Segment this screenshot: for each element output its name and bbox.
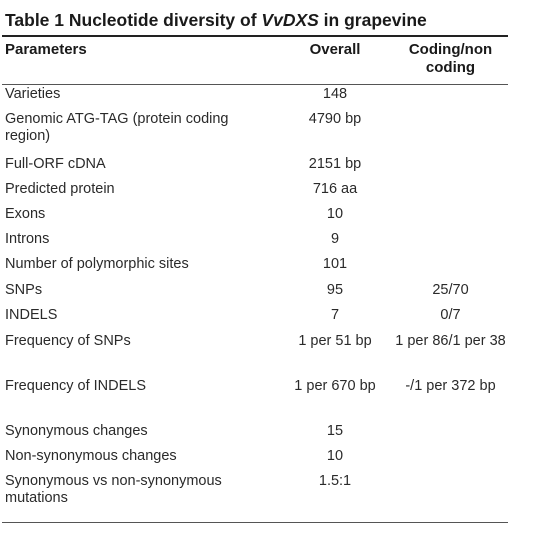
coding-noncoding-cell: 0/7 — [440, 307, 461, 323]
table-row: Frequency of INDELS 1 per 670 bp -/1 per 3… — [5, 378, 508, 423]
coding-noncoding-cell: 25/70 — [432, 282, 469, 298]
table-row: Predicted protein 716 aa — [5, 181, 508, 206]
parameter-cell: Exons — [5, 206, 46, 222]
coding-noncoding-cell — [393, 256, 508, 282]
coding-noncoding-cell: 1 per 86/1 per 38 — [395, 333, 506, 349]
parameter-cell: Number of polymorphic sites — [5, 256, 189, 272]
table-row: Exons 10 — [5, 206, 508, 231]
overall-cell: 15 — [326, 423, 344, 439]
coding-noncoding-cell — [393, 86, 508, 111]
overall-cell: 101 — [322, 256, 348, 272]
parameter-cell: Genomic ATG-TAG (protein coding region) — [5, 111, 229, 144]
overall-cell: 10 — [326, 448, 344, 464]
coding-noncoding-cell — [393, 206, 508, 231]
coding-noncoding-cell — [393, 181, 508, 206]
table-row: SNPs 95 25/70 — [5, 282, 508, 307]
overall-cell: 95 — [326, 282, 344, 298]
bottom-rule — [2, 522, 508, 523]
table-row: Synonymous vs non-synonymous mutations 1.… — [5, 473, 508, 513]
table-row: Synonymous changes 15 — [5, 423, 508, 448]
table-row: Varieties 148 — [5, 86, 508, 111]
coding-noncoding-cell — [393, 231, 508, 256]
coding-noncoding-cell — [393, 448, 508, 473]
coding-noncoding-cell — [393, 423, 508, 448]
overall-cell: 716 aa — [312, 181, 358, 197]
parameter-cell: Frequency of SNPs — [5, 333, 131, 349]
header-row: Parameters Overall Coding/non coding — [5, 38, 508, 86]
overall-cell: 148 — [322, 86, 348, 102]
parameter-cell: Varieties — [5, 86, 61, 102]
caption-gene-name: VvDXS — [261, 10, 319, 30]
overall-cell: 1.5:1 — [318, 473, 352, 489]
overall-cell: 1 per 51 bp — [298, 333, 372, 349]
parameter-cell: Full-ORF cDNA — [5, 156, 106, 172]
caption-prefix: Table 1 Nucleotide diversity of — [5, 10, 262, 30]
coding-noncoding-cell: -/1 per 372 bp — [405, 378, 496, 394]
table-row: Number of polymorphic sites 101 — [5, 256, 508, 282]
overall-cell: 2151 bp — [308, 156, 362, 172]
table-row: Genomic ATG-TAG (protein coding region) 4… — [5, 111, 508, 156]
coding-noncoding-cell — [393, 473, 508, 513]
top-rule — [2, 35, 508, 37]
table-row: Non-synonymous changes 10 — [5, 448, 508, 473]
parameter-cell: INDELS — [5, 307, 58, 323]
header-rule — [2, 84, 508, 85]
parameter-cell: Synonymous changes — [5, 423, 148, 439]
parameter-cell: Synonymous vs non-synonymous mutations — [5, 473, 222, 506]
parameter-cell: Introns — [5, 231, 50, 247]
caption-suffix: in grapevine — [318, 10, 427, 30]
header-overall: Overall — [309, 41, 361, 58]
header-parameters: Parameters — [5, 41, 87, 58]
parameter-cell: Predicted protein — [5, 181, 115, 197]
overall-cell: 7 — [330, 307, 340, 323]
table-row: Introns 9 — [5, 231, 508, 256]
overall-cell: 10 — [326, 206, 344, 222]
parameter-cell: Frequency of INDELS — [5, 378, 147, 394]
overall-cell: 9 — [330, 231, 340, 247]
overall-cell: 4790 bp — [308, 111, 362, 127]
table-row: Full-ORF cDNA 2151 bp — [5, 156, 508, 181]
table-row: INDELS 7 0/7 — [5, 307, 508, 333]
coding-noncoding-cell — [393, 156, 508, 181]
header-coding-noncoding: Coding/non coding — [408, 41, 493, 76]
table-row: Frequency of SNPs 1 per 51 bp 1 per 86/1 p… — [5, 333, 508, 378]
overall-cell: 1 per 670 bp — [294, 378, 376, 394]
nucleotide-diversity-table: Parameters Overall Coding/non coding Var… — [5, 38, 508, 513]
parameter-cell: Non-synonymous changes — [5, 448, 177, 464]
table-caption: Table 1 Nucleotide diversity of VvDXS in… — [5, 10, 525, 31]
coding-noncoding-cell — [393, 111, 508, 156]
parameter-cell: SNPs — [5, 282, 43, 298]
